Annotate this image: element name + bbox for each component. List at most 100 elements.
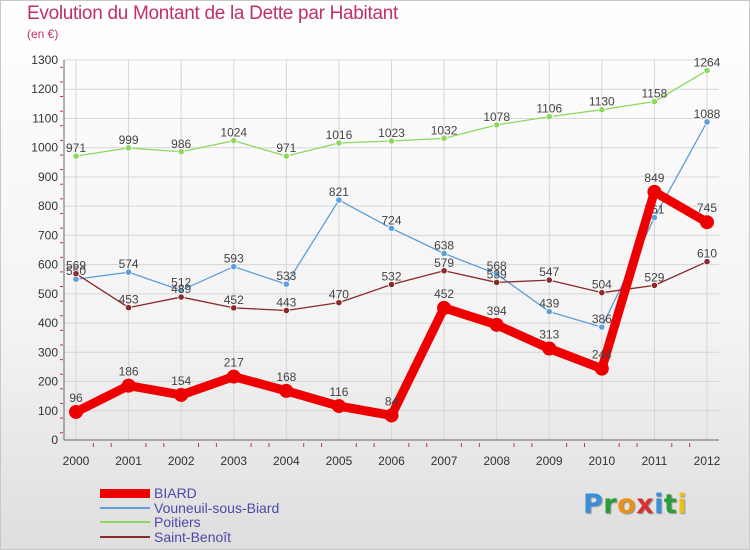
data-point (703, 118, 711, 126)
y-tick-label: 0 (51, 433, 58, 447)
data-label: 533 (276, 269, 296, 283)
data-point (177, 148, 185, 156)
data-label: 579 (434, 256, 454, 270)
data-label: 1264 (694, 56, 721, 70)
data-label: 386 (592, 312, 612, 326)
data-label: 547 (539, 265, 559, 279)
data-label: 529 (644, 270, 664, 284)
logo-letter: t (663, 489, 678, 520)
legend-label: Poitiers (154, 514, 201, 531)
data-label: 452 (224, 293, 244, 307)
data-label: 84 (385, 394, 399, 408)
legend-label: BIARD (154, 485, 197, 502)
data-label: 394 (487, 304, 507, 318)
data-label: 470 (329, 288, 349, 302)
legend-swatch (100, 535, 150, 538)
data-point (598, 106, 606, 114)
data-point (387, 280, 396, 289)
data-point (440, 249, 448, 258)
legend-swatch (100, 521, 150, 524)
logo-letter: o (617, 489, 637, 520)
data-point (282, 306, 290, 315)
data-label: 504 (592, 278, 612, 292)
data-point (124, 268, 133, 276)
x-tick-label: 2004 (273, 454, 300, 468)
data-label: 568 (487, 259, 507, 273)
x-tick-label: 2011 (642, 454, 668, 468)
legend-item: Saint-Benoît (100, 530, 279, 545)
data-label: 986 (171, 137, 191, 151)
data-label: 154 (171, 374, 191, 388)
y-tick-label: 1100 (32, 111, 58, 125)
data-point (230, 304, 238, 312)
chart-unit-label: (en €) (27, 27, 59, 41)
data-point (650, 97, 659, 106)
data-label: 539 (487, 267, 507, 281)
legend-item: BIARD (100, 486, 279, 501)
data-label: 1106 (536, 102, 562, 116)
data-label: 1023 (378, 126, 405, 140)
data-point (545, 308, 553, 316)
data-point (124, 144, 133, 152)
y-tick-label: 1200 (31, 82, 58, 96)
x-tick-label: 2003 (220, 454, 247, 468)
data-label: 512 (171, 275, 191, 289)
data-point (703, 258, 711, 266)
data-point (598, 323, 606, 331)
data-label: 745 (697, 201, 717, 215)
data-label: 999 (119, 133, 139, 147)
data-label: 96 (69, 391, 83, 405)
data-label: 244 (592, 348, 612, 362)
data-label: 1078 (483, 110, 510, 124)
data-point (72, 270, 80, 278)
logo-letter: r (603, 489, 618, 520)
data-point (387, 224, 396, 232)
y-tick-label: 1000 (31, 141, 58, 155)
data-point (226, 369, 241, 384)
logo-letter: x (636, 489, 655, 520)
y-tick-label: 200 (38, 375, 58, 389)
x-tick-label: 2009 (536, 454, 563, 468)
data-label: 569 (66, 259, 86, 273)
legend-label: Saint-Benoît (154, 528, 232, 545)
data-label: 1024 (220, 126, 247, 140)
x-tick-label: 2001 (115, 454, 142, 468)
legend: BIARD Vouneuil-sous-Biard Poitiers Saint-Be… (100, 486, 279, 544)
data-point (650, 281, 659, 289)
data-label: 439 (539, 297, 559, 311)
data-point (545, 113, 553, 121)
data-point (647, 184, 662, 199)
data-label: 116 (329, 385, 348, 399)
data-label: 638 (434, 239, 454, 253)
data-label: 610 (697, 247, 717, 261)
data-point (174, 387, 189, 402)
data-point (387, 137, 396, 145)
data-point (437, 300, 452, 315)
data-point (230, 263, 238, 271)
chart-title: Evolution du Montant de la Dette par Hab… (27, 3, 398, 24)
y-tick-label: 500 (38, 287, 58, 301)
data-point (177, 293, 185, 301)
data-point (335, 299, 343, 307)
data-point (440, 267, 448, 275)
logo-letter: P (583, 489, 604, 520)
data-label: 489 (171, 282, 191, 296)
data-label: 186 (119, 365, 139, 379)
x-tick-label: 2006 (378, 454, 405, 468)
data-label: 1130 (589, 95, 615, 109)
y-tick-label: 400 (38, 316, 58, 330)
x-tick-label: 2002 (168, 454, 195, 468)
x-tick-label: 2008 (483, 454, 510, 468)
data-point (440, 134, 448, 142)
data-point (542, 341, 557, 356)
data-point (493, 270, 501, 278)
data-label: 443 (276, 296, 296, 310)
x-tick-label: 2010 (588, 454, 615, 468)
data-label: 217 (224, 356, 244, 370)
y-tick-label: 100 (38, 404, 58, 418)
data-point (703, 66, 711, 75)
legend-swatch (100, 488, 150, 498)
y-tick-label: 1300 (31, 53, 58, 67)
data-label: 821 (329, 185, 349, 199)
y-tick-label: 800 (38, 199, 58, 213)
